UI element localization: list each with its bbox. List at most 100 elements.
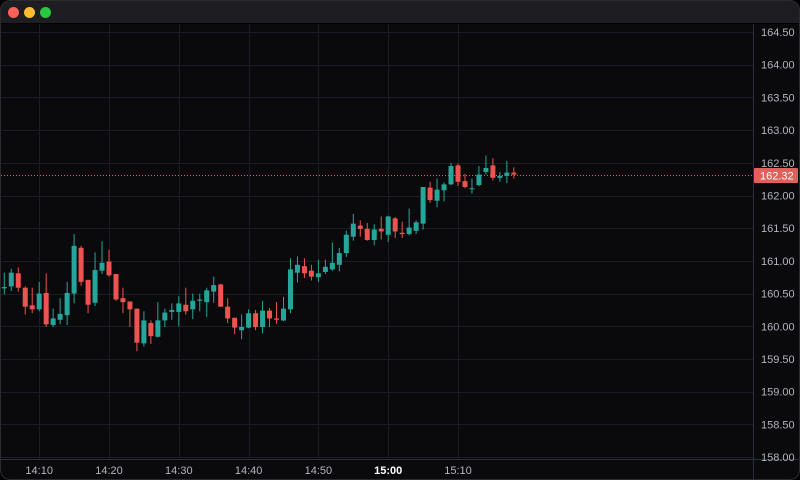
candle-body — [294, 264, 300, 273]
candle — [204, 287, 210, 318]
candle — [511, 167, 517, 179]
candle-body — [190, 300, 196, 310]
candle — [260, 300, 266, 334]
candle — [211, 276, 217, 303]
price-axis-label: 160.00 — [761, 321, 795, 333]
candle — [8, 268, 14, 291]
candle — [50, 308, 56, 327]
candle-body — [287, 269, 293, 310]
candle-body — [434, 189, 440, 201]
candle — [176, 296, 182, 327]
candle — [350, 213, 356, 241]
price-axis-label: 161.00 — [761, 256, 795, 268]
time-axis-label: 14:40 — [235, 465, 263, 477]
price-axis-label: 163.50 — [761, 92, 795, 104]
price-axis-label: 159.00 — [761, 387, 795, 399]
candle-body — [455, 165, 461, 182]
candle — [483, 155, 489, 175]
candle-body — [36, 293, 42, 310]
candle-body — [281, 308, 286, 321]
candle-body — [127, 301, 133, 310]
candle-body — [427, 187, 433, 201]
candle — [15, 267, 21, 292]
maximize-window-button[interactable] — [40, 7, 51, 18]
candle-body — [169, 309, 175, 312]
close-window-button[interactable] — [8, 7, 19, 18]
minimize-window-button[interactable] — [24, 7, 35, 18]
candle-body — [253, 313, 259, 327]
price-axis-label: 159.50 — [761, 354, 795, 366]
candle-body — [64, 292, 70, 316]
candle — [225, 298, 231, 324]
candle-body — [274, 318, 280, 320]
candle — [392, 217, 398, 239]
candle — [92, 252, 98, 307]
candle-body — [364, 228, 370, 240]
candle-body — [225, 306, 231, 319]
candle — [155, 302, 161, 338]
candle — [385, 215, 391, 242]
candle-body — [385, 216, 391, 235]
candle-body — [413, 222, 419, 231]
candle-body — [120, 298, 126, 303]
candle-body — [106, 261, 112, 276]
candle-body — [497, 175, 503, 178]
title-bar — [1, 1, 799, 24]
candle-body — [183, 304, 189, 312]
price-axis-label: 158.50 — [761, 419, 795, 431]
candle — [427, 181, 433, 203]
candle-body — [148, 323, 154, 337]
candle-body — [371, 229, 377, 240]
candle-body — [511, 172, 517, 175]
candle — [57, 298, 63, 325]
candle-body — [29, 305, 35, 310]
candle-body — [441, 184, 447, 191]
candle — [190, 293, 196, 320]
candle-body — [218, 284, 224, 307]
candle — [497, 171, 503, 182]
candle — [357, 220, 363, 237]
candle — [329, 242, 335, 271]
candle — [301, 258, 307, 278]
candle-body — [357, 225, 363, 229]
candle — [462, 173, 468, 189]
candle-body — [267, 310, 273, 319]
price-axis-label: 163.00 — [761, 125, 795, 137]
candle-body — [392, 218, 398, 232]
candle — [218, 283, 224, 307]
candle — [364, 222, 370, 241]
candle-body — [155, 320, 161, 337]
candle-body — [476, 174, 482, 186]
candle-body — [490, 165, 496, 178]
candle — [308, 264, 314, 281]
candle-body — [322, 266, 328, 273]
last-price-label: 162.32 — [760, 171, 794, 183]
candle-body — [448, 166, 454, 185]
candle — [134, 308, 140, 352]
candle — [274, 302, 280, 324]
price-axis-label: 164.50 — [761, 27, 795, 39]
last-price-tag — [754, 168, 798, 183]
candle-body — [197, 299, 203, 301]
candle-body — [232, 317, 238, 328]
candle-body — [504, 172, 510, 176]
candle-body — [15, 273, 21, 288]
candle-body — [260, 310, 266, 327]
candle — [113, 273, 119, 301]
candle — [85, 279, 91, 314]
time-axis-label: 14:10 — [25, 465, 53, 477]
candle — [294, 256, 300, 283]
candle-body — [50, 318, 56, 325]
candle-body — [483, 168, 489, 172]
candle-body — [22, 287, 28, 307]
candle-body — [406, 227, 412, 235]
candle — [29, 287, 35, 314]
candle — [183, 287, 189, 315]
candle — [120, 287, 126, 314]
time-axis-label: 14:50 — [305, 465, 333, 477]
time-axis-label: 15:00 — [374, 465, 402, 477]
candle-body — [57, 313, 63, 320]
price-axis-label: 160.50 — [761, 289, 795, 301]
